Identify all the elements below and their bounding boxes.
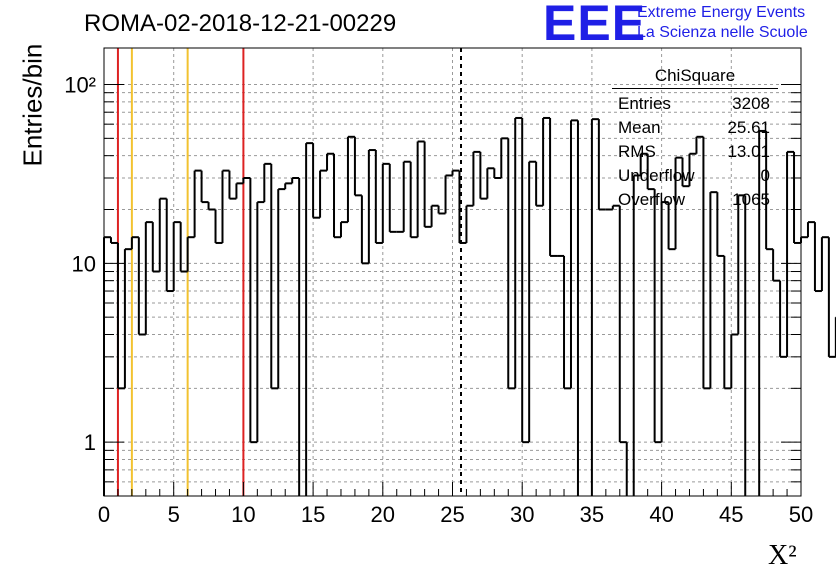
stats-value: 3208 (732, 94, 770, 113)
logo-line-2: La Scienza nelle Scuole (637, 24, 808, 41)
y-axis-label: Entries/bin (17, 43, 48, 167)
x-tick-label: 0 (98, 502, 110, 527)
stats-title: ChiSquare (612, 66, 778, 89)
x-tick-label: 25 (440, 502, 464, 527)
stats-label: Mean (618, 118, 661, 137)
stats-label: Underflow (618, 166, 695, 185)
x-tick-label: 10 (231, 502, 255, 527)
y-tick-label: 1 (84, 430, 96, 455)
stats-label: Entries (618, 94, 671, 113)
x-tick-label: 5 (168, 502, 180, 527)
x-tick-label: 20 (371, 502, 395, 527)
x-tick-label: 15 (301, 502, 325, 527)
stats-label: Overflow (618, 190, 686, 209)
stats-label: RMS (618, 142, 656, 161)
x-tick-label: 30 (510, 502, 534, 527)
x-tick-label: 40 (649, 502, 673, 527)
stats-row: Mean 25.61 (612, 116, 778, 140)
x-tick-label: 35 (580, 502, 604, 527)
y-tick-label: 10² (64, 73, 96, 98)
stats-row: Overflow 1065 (612, 188, 778, 212)
stats-value: 1065 (732, 190, 770, 209)
chart-title: ROMA-02-2018-12-21-00229 (84, 10, 397, 37)
x-tick-label: 45 (719, 502, 743, 527)
stats-row: Entries 3208 (612, 92, 778, 116)
stats-value: 13.01 (727, 142, 770, 161)
stats-box: ChiSquare Entries 3208 Mean 25.61 RMS 13.01… (612, 66, 778, 212)
stats-value: 0 (760, 166, 770, 185)
stats-row: Underflow 0 (612, 164, 778, 188)
y-tick-label: 10 (72, 251, 96, 276)
x-tick-label: 50 (789, 502, 813, 527)
logo-line-1: Extreme Energy Events (637, 4, 806, 21)
eee-logo: EEE (543, 0, 647, 51)
stats-value: 25.61 (727, 118, 770, 137)
x-axis-label: X² (768, 540, 797, 571)
stats-row: RMS 13.01 (612, 140, 778, 164)
